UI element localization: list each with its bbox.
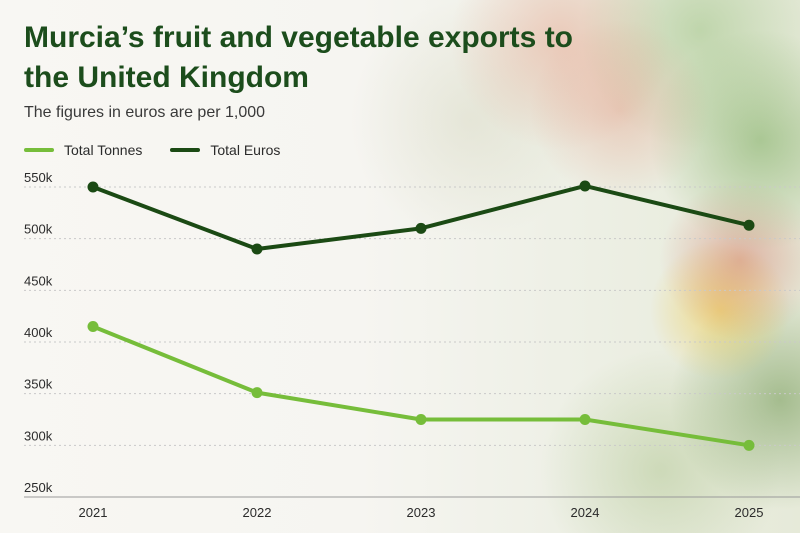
legend-item-tonnes: Total Tonnes: [24, 142, 142, 158]
y-tick-label: 550k: [24, 170, 53, 185]
x-tick-label: 2021: [79, 505, 108, 520]
legend-swatch-tonnes: [24, 148, 54, 152]
data-point-euros: [251, 243, 263, 255]
legend-label-tonnes: Total Tonnes: [64, 142, 143, 158]
y-tick-label: 400k: [24, 325, 53, 340]
data-point-euros: [579, 180, 591, 192]
y-tick-label: 300k: [24, 428, 53, 443]
data-point-euros: [415, 222, 427, 234]
data-point-tonnes: [251, 387, 263, 399]
data-point-tonnes: [743, 439, 755, 451]
y-tick-label: 450k: [24, 273, 53, 288]
legend: Total Tonnes Total Euros: [24, 142, 308, 158]
data-point-tonnes: [415, 414, 427, 425]
x-tick-label: 2023: [407, 505, 436, 520]
chart-subtitle: The figures in euros are per 1,000: [24, 104, 266, 121]
x-tick-label: 2024: [571, 505, 600, 520]
y-tick-label: 250k: [24, 480, 53, 495]
series-line-euros: [91, 183, 751, 251]
legend-item-euros: Total Euros: [170, 142, 280, 158]
data-point-tonnes: [87, 321, 99, 332]
legend-swatch-euros: [170, 148, 201, 152]
x-tick-label: 2022: [243, 505, 272, 520]
series-line-tonnes: [91, 324, 751, 448]
y-tick-label: 500k: [24, 222, 53, 237]
chart-title: Murcia’s fruit and vegetable exports to …: [24, 21, 574, 94]
data-point-euros: [743, 219, 755, 231]
data-point-tonnes: [579, 414, 591, 425]
x-tick-label: 2025: [735, 505, 764, 520]
legend-label-euros: Total Euros: [210, 142, 281, 158]
y-tick-label: 350k: [24, 377, 53, 392]
data-point-euros: [87, 181, 99, 193]
